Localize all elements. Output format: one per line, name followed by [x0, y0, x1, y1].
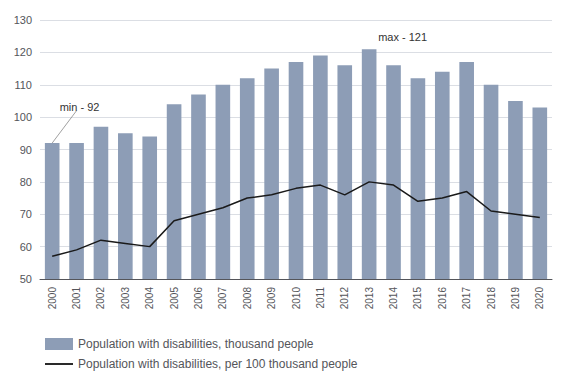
svg-text:2015: 2015 [412, 287, 423, 310]
svg-text:2009: 2009 [266, 287, 277, 310]
svg-text:100: 100 [14, 111, 32, 123]
svg-text:80: 80 [20, 176, 32, 188]
svg-text:2000: 2000 [47, 287, 58, 310]
svg-text:2002: 2002 [95, 287, 106, 310]
svg-text:2011: 2011 [315, 287, 326, 309]
svg-text:2003: 2003 [120, 287, 131, 310]
svg-text:90: 90 [20, 144, 32, 156]
svg-text:2016: 2016 [437, 287, 448, 310]
svg-text:70: 70 [20, 208, 32, 220]
svg-text:2012: 2012 [339, 287, 350, 310]
svg-text:60: 60 [20, 241, 32, 253]
svg-text:2017: 2017 [461, 287, 472, 310]
svg-text:50: 50 [20, 273, 32, 285]
svg-text:2005: 2005 [169, 287, 180, 310]
svg-text:2007: 2007 [217, 287, 228, 310]
svg-text:2001: 2001 [71, 287, 82, 310]
svg-text:2013: 2013 [364, 287, 375, 310]
svg-text:2010: 2010 [291, 287, 302, 310]
svg-text:120: 120 [14, 46, 32, 58]
svg-text:2006: 2006 [193, 287, 204, 310]
svg-text:2014: 2014 [388, 287, 399, 310]
svg-text:2018: 2018 [486, 287, 497, 310]
svg-text:110: 110 [14, 79, 32, 91]
svg-text:2019: 2019 [510, 287, 521, 310]
svg-text:Population with disabilities,: Population with disabilities, per 100 th… [78, 357, 358, 371]
svg-text:2008: 2008 [242, 287, 253, 310]
svg-text:Population with disabilities,: Population with disabilities, thousand p… [78, 337, 314, 351]
svg-text:min - 92: min - 92 [60, 101, 100, 113]
svg-text:2020: 2020 [534, 287, 545, 310]
svg-text:2004: 2004 [144, 287, 155, 310]
svg-text:max - 121: max - 121 [378, 31, 427, 43]
svg-text:130: 130 [14, 14, 32, 26]
